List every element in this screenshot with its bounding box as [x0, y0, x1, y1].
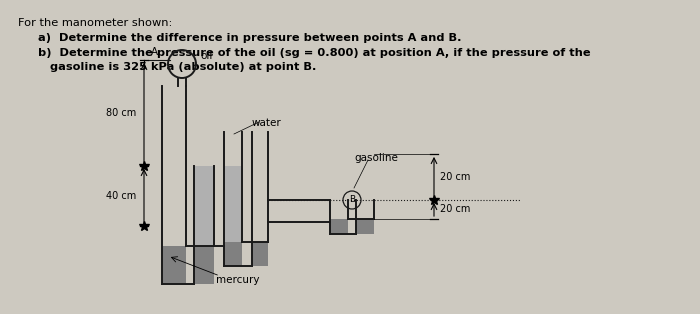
Bar [224, 166, 242, 242]
Text: B: B [349, 196, 355, 204]
Text: a)  Determine the difference in pressure between points A and B.: a) Determine the difference in pressure … [38, 33, 461, 43]
Text: 20 cm: 20 cm [440, 172, 470, 182]
Text: gasoline is 325 kPa (absolute) at point B.: gasoline is 325 kPa (absolute) at point … [50, 62, 316, 72]
Text: 80 cm: 80 cm [106, 108, 136, 118]
Text: b)  Determine the pressure of the oil (sg = 0.800) at position A, if the pressur: b) Determine the pressure of the oil (sg… [38, 48, 591, 58]
Bar [356, 219, 374, 234]
Bar [330, 219, 348, 234]
Text: water: water [252, 118, 281, 128]
Text: A: A [150, 47, 158, 57]
Text: mercury: mercury [216, 275, 260, 285]
Text: For the manometer shown:: For the manometer shown: [18, 18, 172, 28]
Text: gasoline: gasoline [354, 153, 398, 163]
Bar [224, 242, 242, 266]
Bar [194, 246, 214, 284]
Bar [252, 242, 268, 266]
Text: 40 cm: 40 cm [106, 191, 136, 201]
Bar [194, 166, 214, 246]
Text: 20 cm: 20 cm [440, 204, 470, 214]
Bar [162, 246, 186, 284]
Text: oil: oil [200, 51, 212, 61]
